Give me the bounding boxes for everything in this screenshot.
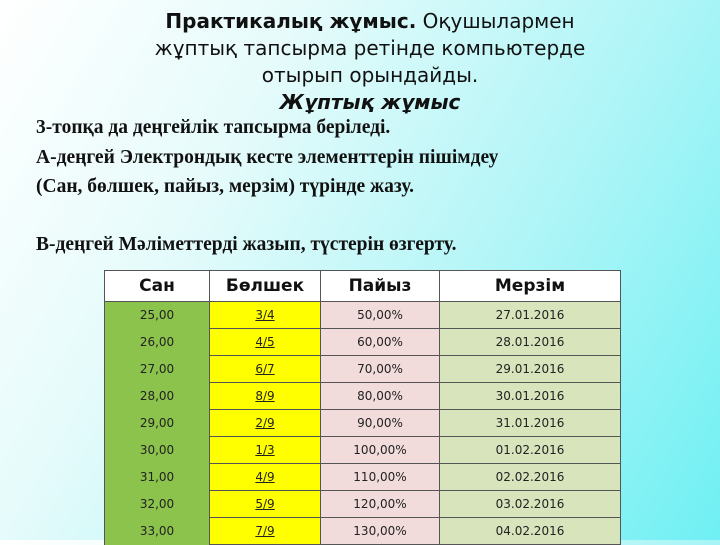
table-cell: 5/9 (209, 490, 321, 518)
table-row: 26,00 4/5 60,00% 28.01.2016 (104, 328, 621, 356)
table-cell: 04.02.2016 (439, 517, 621, 545)
title-line2: жұптық тапсырма ретінде компьютерде (154, 36, 586, 60)
table-cell: 02.02.2016 (439, 463, 621, 491)
task-line-1: 3-топқа да деңгейлік тапсырма беріледі. (36, 117, 391, 138)
table-row: 30,00 1/3 100,00% 01.02.2016 (104, 436, 621, 464)
table-cell: 30.01.2016 (439, 382, 621, 410)
subtitle: Жұптық жұмыс (279, 90, 461, 114)
table-cell: 4/5 (209, 328, 321, 356)
table-cell: 27,00 (104, 355, 210, 383)
table-cell: 27.01.2016 (439, 301, 621, 329)
task-line-2: А-деңгей Электрондық кесте элементтерін … (36, 146, 499, 168)
table-cell: 4/9 (209, 463, 321, 491)
table-cell: 31,00 (104, 463, 210, 491)
table-row: 31,00 4/9 110,00% 02.02.2016 (104, 463, 621, 491)
table-cell: 31.01.2016 (439, 409, 621, 437)
table-row: 28,00 8/9 80,00% 30.01.2016 (104, 382, 621, 410)
title-rest: Оқушылармен (416, 9, 575, 33)
table-row: 33,00 7/9 130,00% 04.02.2016 (104, 517, 621, 545)
table-row: 32,00 5/9 120,00% 03.02.2016 (104, 490, 621, 518)
table-cell: 28.01.2016 (439, 328, 621, 356)
table-cell: 7/9 (209, 517, 321, 545)
table-cell: 80,00% (320, 382, 440, 410)
slide-title: Практикалық жұмыс. Оқушылармен жұптық та… (90, 8, 650, 115)
table-cell: 130,00% (320, 517, 440, 545)
header-bolshek: Бөлшек (209, 270, 321, 302)
example-table: Сан Бөлшек Пайыз Мерзім 25,00 3/4 50,00% 27… (104, 270, 621, 545)
table-cell: 28,00 (104, 382, 210, 410)
title-line3: отырып орындайды. (261, 63, 479, 87)
table-row: 29,00 2/9 90,00% 31.01.2016 (104, 409, 621, 437)
table-row: 27,00 6/7 70,00% 29.01.2016 (104, 355, 621, 383)
header-merzim: Мерзім (439, 270, 621, 302)
table-cell: 30,00 (104, 436, 210, 464)
table-cell: 2/9 (209, 409, 321, 437)
table-cell: 33,00 (104, 517, 210, 545)
table-cell: 25,00 (104, 301, 210, 329)
table-row: 25,00 3/4 50,00% 27.01.2016 (104, 301, 621, 329)
table-cell: 3/4 (209, 301, 321, 329)
table-cell: 03.02.2016 (439, 490, 621, 518)
table-cell: 110,00% (320, 463, 440, 491)
header-san: Сан (104, 270, 210, 302)
table-cell: 32,00 (104, 490, 210, 518)
table-cell: 50,00% (320, 301, 440, 329)
table-cell: 100,00% (320, 436, 440, 464)
table-cell: 1/3 (209, 436, 321, 464)
table-cell: 29.01.2016 (439, 355, 621, 383)
table-cell: 70,00% (320, 355, 440, 383)
table-cell: 120,00% (320, 490, 440, 518)
title-bold: Практикалық жұмыс. (165, 9, 417, 33)
task-line-3: (Сан, бөлшек, пайыз, мерзім) түрінде жаз… (36, 176, 415, 197)
table-cell: 29,00 (104, 409, 210, 437)
table-cell: 8/9 (209, 382, 321, 410)
table-cell: 60,00% (320, 328, 440, 356)
table-cell: 26,00 (104, 328, 210, 356)
table-cell: 6/7 (209, 355, 321, 383)
table-cell: 01.02.2016 (439, 436, 621, 464)
header-paiyz: Пайыз (320, 270, 440, 302)
table-cell: 90,00% (320, 409, 440, 437)
task-text: 3-топқа да деңгейлік тапсырма беріледі. … (36, 113, 498, 259)
task-line-4: В-деңгей Мәліметтерді жазып, түстерін өз… (36, 233, 457, 255)
